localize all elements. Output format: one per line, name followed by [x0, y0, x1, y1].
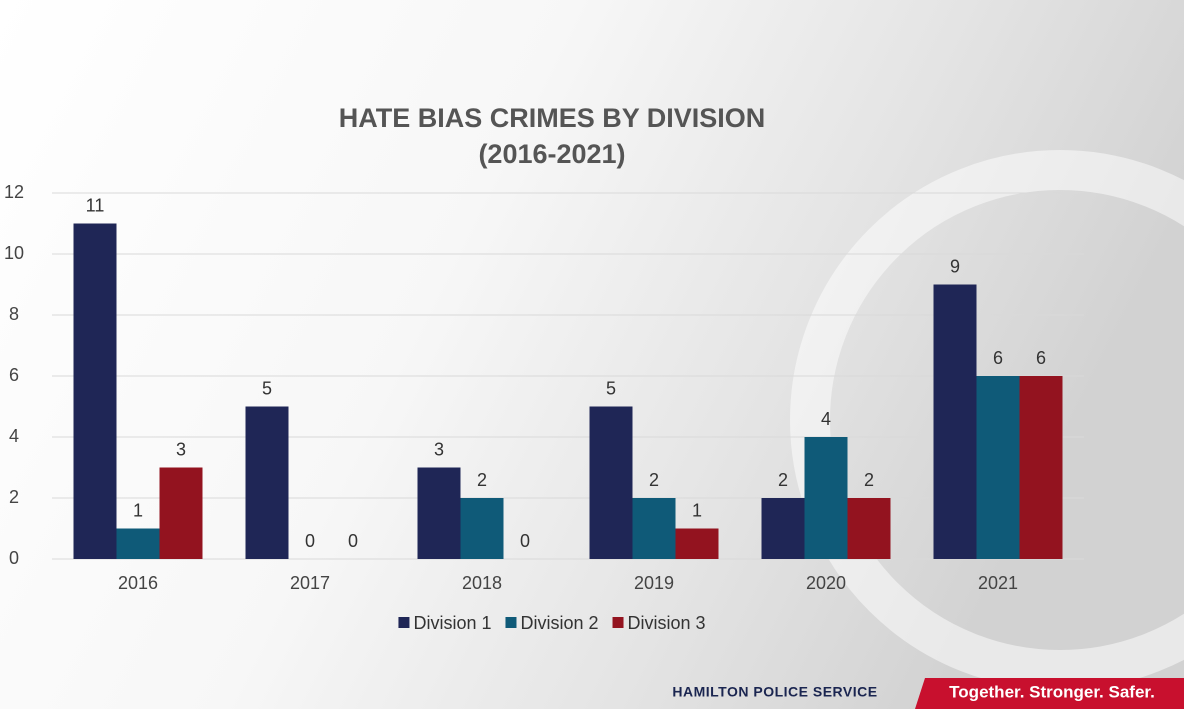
bar — [847, 498, 891, 559]
data-label: 5 — [606, 378, 616, 398]
data-label: 6 — [1036, 348, 1046, 368]
tagline-banner — [915, 678, 1184, 709]
y-tick-label: 0 — [9, 548, 19, 568]
x-tick-label: 2017 — [290, 573, 330, 593]
bar — [73, 223, 117, 559]
data-label: 5 — [262, 378, 272, 398]
chart-title: HATE BIAS CRIMES BY DIVISION — [339, 103, 766, 133]
y-tick-label: 8 — [9, 304, 19, 324]
bar — [116, 528, 160, 559]
bar — [159, 467, 203, 559]
data-label: 2 — [477, 470, 487, 490]
data-label: 6 — [993, 348, 1003, 368]
bar — [632, 498, 676, 559]
data-label: 2 — [778, 470, 788, 490]
data-label: 2 — [649, 470, 659, 490]
y-tick-label: 6 — [9, 365, 19, 385]
legend-label: Division 2 — [520, 613, 598, 633]
footer-tagline: Together. Stronger. Safer. — [949, 682, 1155, 701]
data-label: 4 — [821, 409, 831, 429]
x-tick-label: 2021 — [978, 573, 1018, 593]
legend-swatch — [612, 617, 624, 628]
bar — [245, 406, 289, 559]
legend-swatch — [398, 617, 410, 628]
x-tick-label: 2020 — [806, 573, 846, 593]
bar — [460, 498, 504, 559]
bar — [804, 437, 848, 559]
data-label: 3 — [434, 439, 444, 459]
data-label: 1 — [692, 500, 702, 520]
footer-organization: HAMILTON POLICE SERVICE — [672, 684, 877, 700]
data-label: 11 — [86, 195, 105, 215]
bar — [675, 528, 719, 559]
y-tick-label: 2 — [9, 487, 19, 507]
bar — [1019, 376, 1063, 559]
data-label: 2 — [864, 470, 874, 490]
data-label: 0 — [305, 531, 315, 551]
bar — [589, 406, 633, 559]
x-tick-label: 2019 — [634, 573, 674, 593]
data-label: 9 — [950, 256, 960, 276]
bar — [761, 498, 805, 559]
y-tick-label: 10 — [4, 243, 24, 263]
legend-swatch — [505, 617, 517, 628]
data-label: 1 — [133, 500, 143, 520]
bar — [976, 376, 1020, 559]
bar — [417, 467, 461, 559]
data-label: 0 — [520, 531, 530, 551]
x-tick-label: 2016 — [118, 573, 158, 593]
legend-label: Division 1 — [413, 613, 491, 633]
y-tick-label: 4 — [9, 426, 19, 446]
crest-decoration — [790, 150, 1184, 690]
legend-label: Division 3 — [628, 613, 706, 633]
data-label: 3 — [176, 439, 186, 459]
x-tick-label: 2018 — [462, 573, 502, 593]
chart-subtitle: (2016-2021) — [478, 139, 625, 169]
bar — [933, 284, 977, 559]
data-label: 0 — [348, 531, 358, 551]
y-tick-label: 12 — [4, 182, 24, 202]
